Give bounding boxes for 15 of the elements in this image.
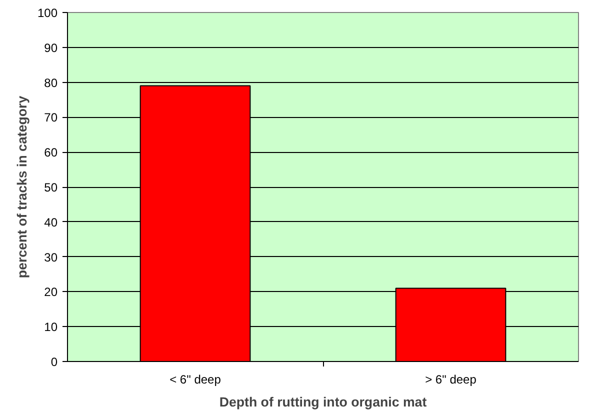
y-tick-label: 80	[44, 76, 58, 90]
y-tick-label: 100	[37, 6, 58, 20]
x-tick-label: > 6" deep	[425, 372, 477, 386]
x-axis-title: Depth of rutting into organic mat	[219, 394, 428, 410]
y-axis-title: percent of tracks in category	[14, 95, 30, 278]
y-tick-label: 90	[44, 40, 58, 55]
y-tick-label: 10	[44, 320, 58, 334]
y-tick-label: 60	[44, 146, 58, 160]
y-tick-label: 30	[44, 250, 58, 264]
y-tick-label: 40	[44, 215, 58, 230]
y-tick-label: 20	[44, 285, 58, 300]
y-tick-label: 70	[44, 110, 58, 125]
y-tick-label: 0	[50, 355, 58, 369]
x-tick-label: < 6" deep	[170, 372, 222, 386]
y-tick-label: 50	[44, 180, 58, 194]
